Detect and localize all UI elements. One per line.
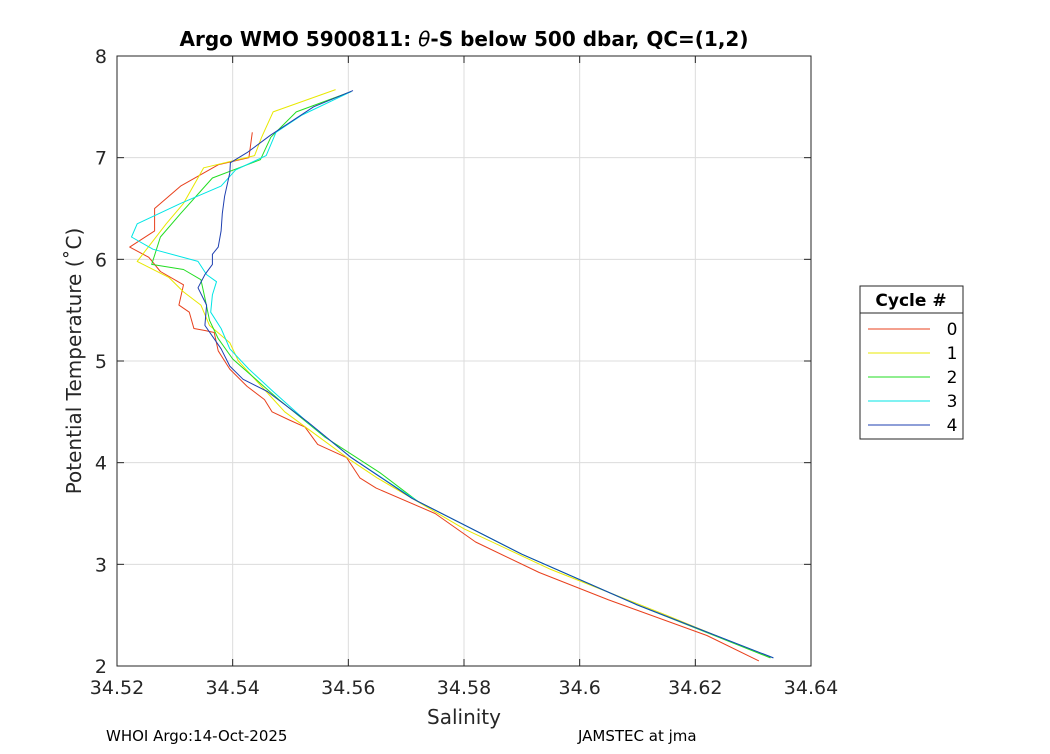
- legend-label-cycle-0: 0: [947, 320, 958, 340]
- legend: Cycle # 0 1 2 3 4: [859, 285, 964, 440]
- y-tick-label: 3: [95, 554, 107, 576]
- legend-label-cycle-3: 3: [947, 392, 958, 412]
- legend-label-cycle-4: 4: [947, 416, 958, 436]
- series-line-cycle-0: [129, 132, 760, 662]
- series-layer: [129, 89, 774, 662]
- y-tick-label: 2: [95, 656, 107, 678]
- y-axis-label: Potential Temperature (˚C): [62, 228, 86, 495]
- series-line-cycle-2: [151, 91, 771, 659]
- y-tick-label: 7: [95, 148, 107, 170]
- y-tick-label: 4: [95, 453, 107, 475]
- y-tick-label: 6: [95, 249, 107, 271]
- x-tick-label: 34.52: [90, 677, 144, 699]
- x-tick-label: 34.62: [668, 677, 722, 699]
- x-axis-label: Salinity: [427, 705, 501, 729]
- x-tick-label: 34.54: [205, 677, 259, 699]
- x-tick-label: 34.6: [559, 677, 601, 699]
- tick-layer: 34.52 34.54 34.56 34.58 34.6 34.62 34.64 2 3 4 5 6 7…: [90, 46, 838, 699]
- y-tick-label: 8: [95, 46, 107, 68]
- legend-entries: 0 1 2 3 4: [868, 320, 957, 436]
- series-line-cycle-4: [197, 90, 774, 659]
- legend-label-cycle-2: 2: [947, 368, 958, 388]
- legend-box: [859, 285, 964, 440]
- x-tick-label: 34.64: [784, 677, 838, 699]
- x-tick-label: 34.58: [437, 677, 491, 699]
- x-tick-label: 34.56: [321, 677, 375, 699]
- legend-title: Cycle #: [875, 291, 946, 311]
- legend-label-cycle-1: 1: [947, 344, 958, 364]
- footer-source: WHOI Argo:14-Oct-2025: [106, 727, 287, 745]
- y-tick-label: 5: [95, 351, 107, 373]
- footer-credit: JAMSTEC at jma: [577, 727, 697, 745]
- chart-title: Argo WMO 5900811: θ-S below 500 dbar, QC…: [180, 27, 749, 51]
